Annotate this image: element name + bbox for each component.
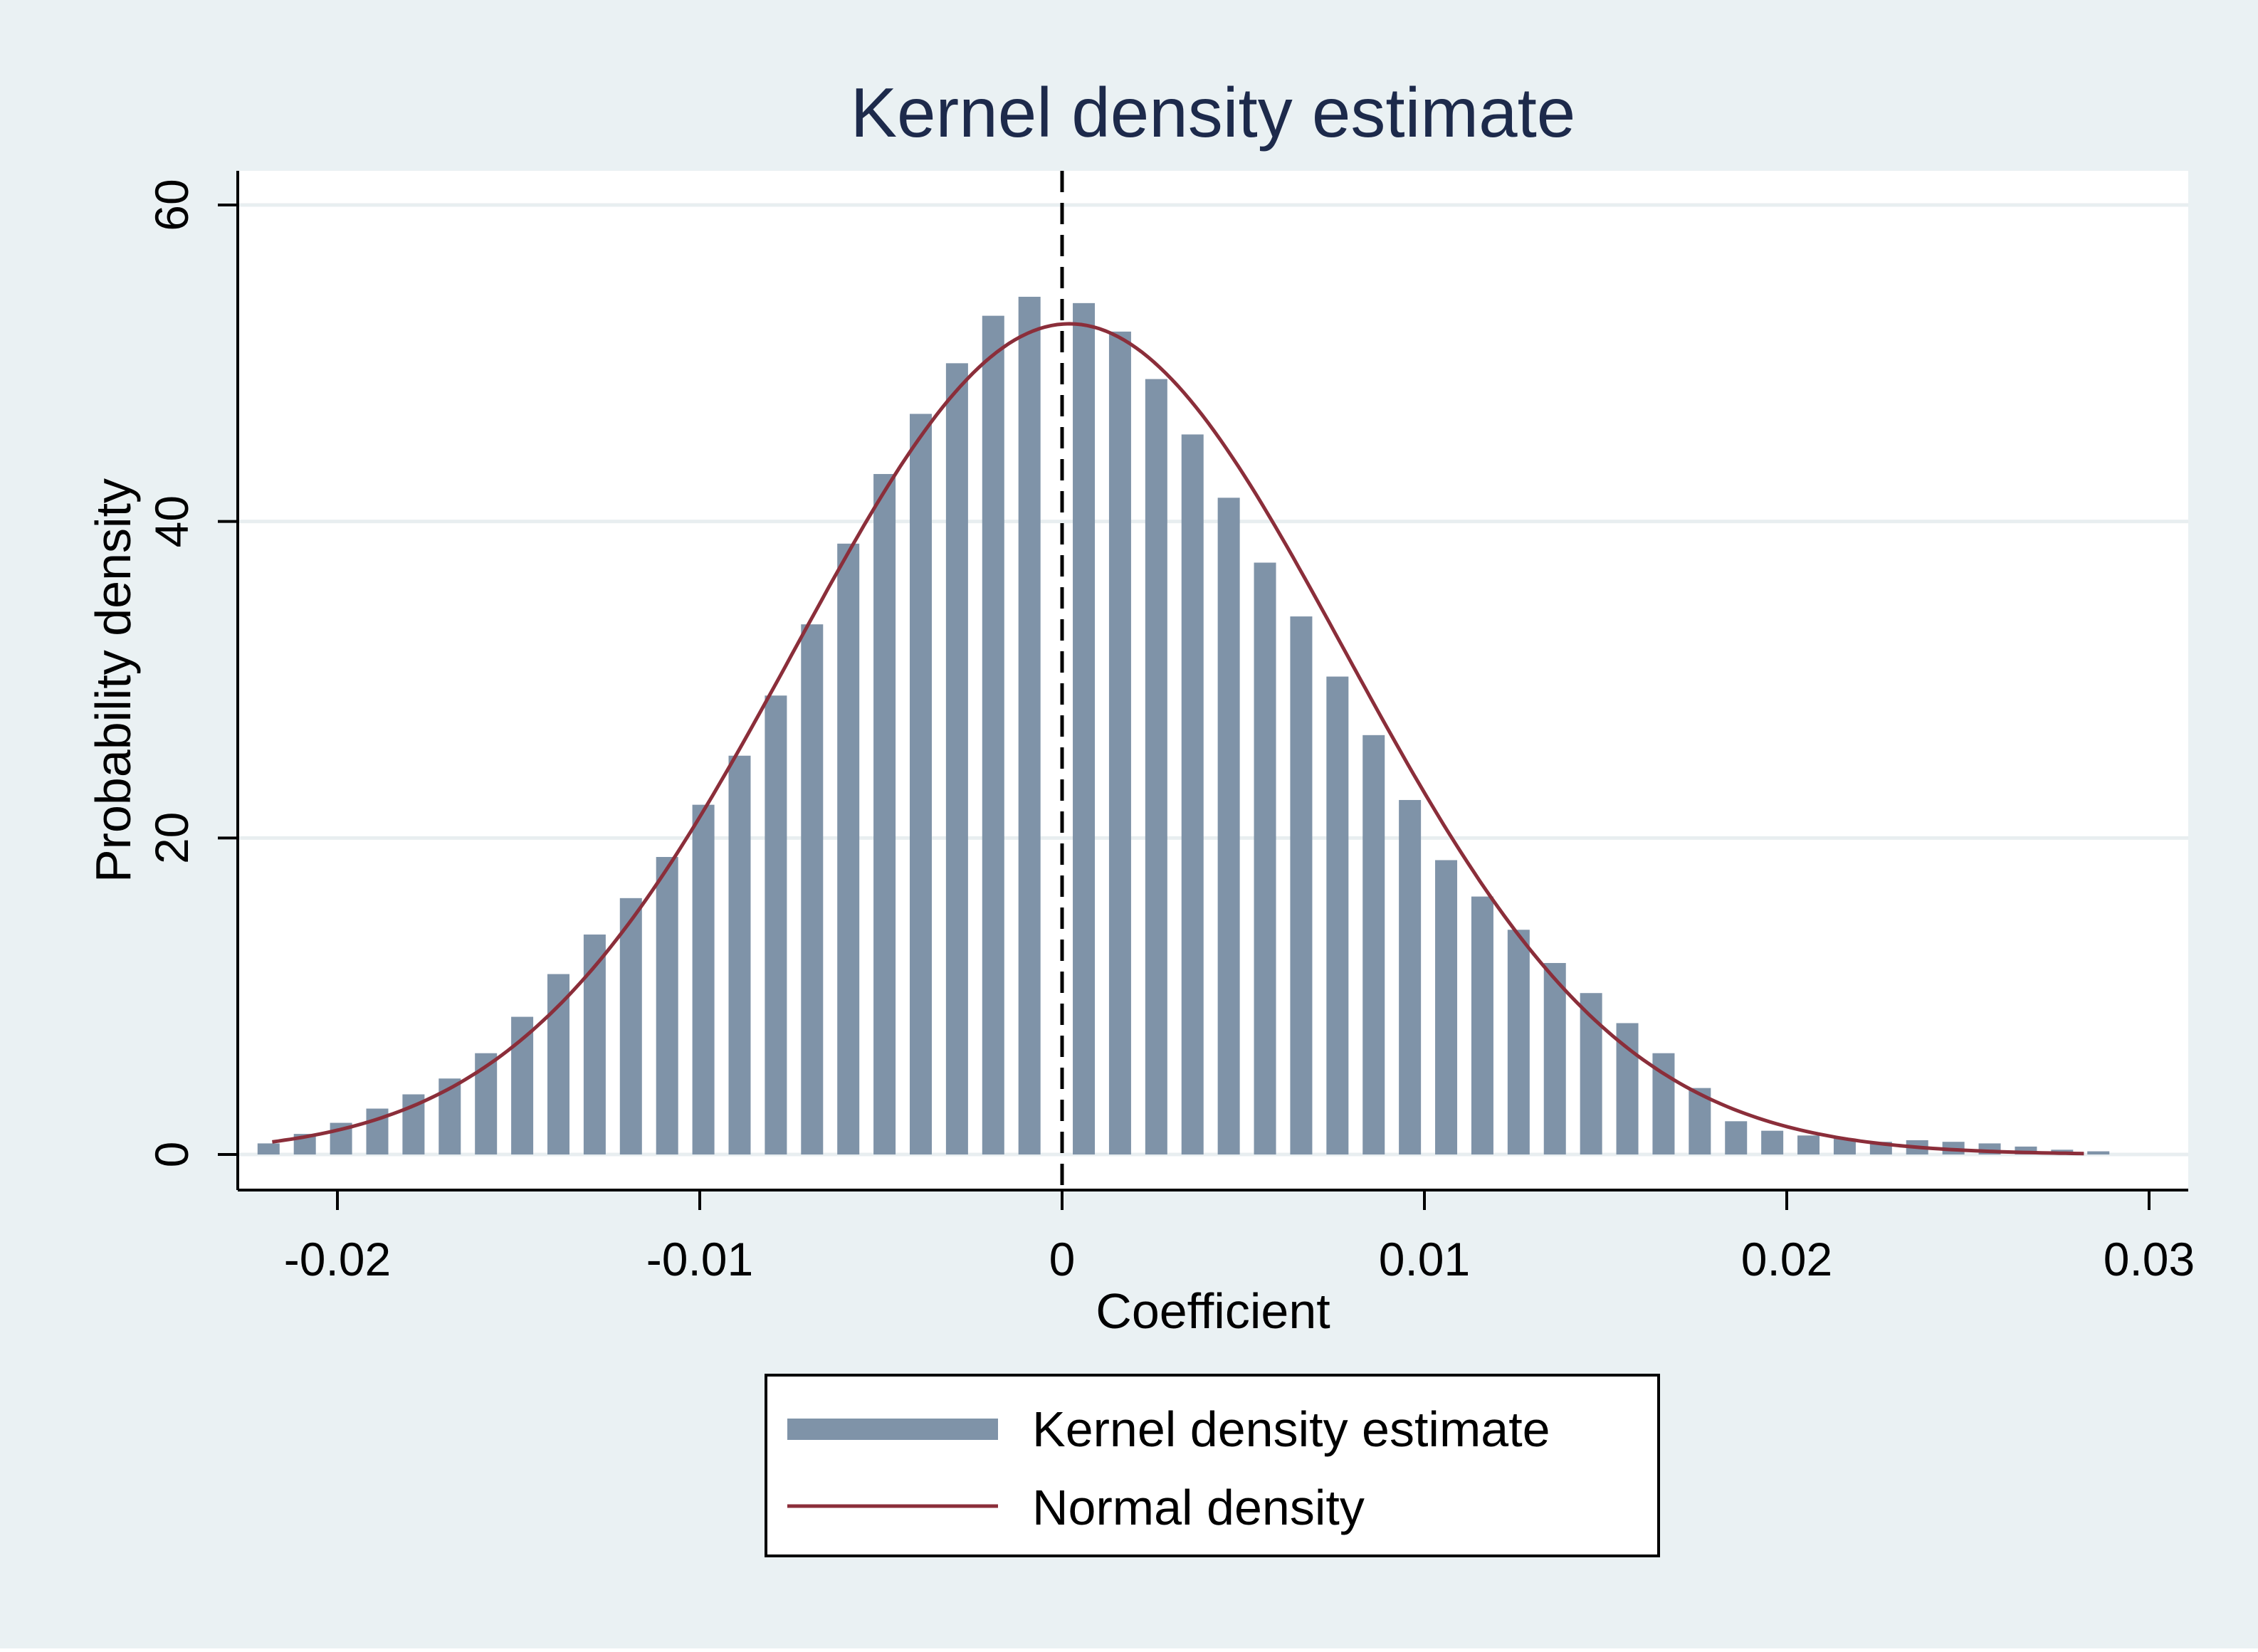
y-axis-label: Probability density (85, 478, 141, 883)
bar-25 (1182, 434, 1204, 1154)
bar-50 (2087, 1152, 2109, 1154)
bar-8 (547, 974, 569, 1154)
bar-41 (1761, 1131, 1783, 1154)
bar-33 (1471, 897, 1493, 1154)
bar-30 (1362, 735, 1385, 1154)
legend: Kernel density estimate Normal density (766, 1375, 1659, 1556)
x-tick-label-0: 0 (1049, 1233, 1076, 1285)
bar-11 (656, 857, 678, 1154)
bar-28 (1290, 616, 1312, 1154)
bar-17 (873, 474, 896, 1154)
bar-0 (258, 1143, 280, 1154)
x-tick-label-0.03: 0.03 (2104, 1233, 2195, 1285)
bar-26 (1218, 498, 1240, 1154)
kernel-density-chart: 0 20 40 60 -0.02 -0.01 0 0.01 0.02 0.03 Kernel de… (0, 0, 2258, 1648)
chart-root: 0 20 40 60 -0.02 -0.01 0 0.01 0.02 0.03 Kernel de… (0, 0, 2258, 1648)
bar-20 (982, 316, 1004, 1154)
bar-12 (693, 805, 715, 1154)
bar-42 (1797, 1135, 1819, 1154)
x-axis-label: Coefficient (1096, 1283, 1330, 1339)
bar-23 (1109, 332, 1131, 1154)
bar-22 (1073, 303, 1095, 1154)
bar-31 (1399, 800, 1421, 1154)
x-tick-label--0.01: -0.01 (646, 1233, 753, 1285)
legend-label-kernel: Kernel density estimate (1032, 1401, 1550, 1457)
x-tick-label--0.02: -0.02 (284, 1233, 391, 1285)
x-tick-label-0.02: 0.02 (1741, 1233, 1832, 1285)
legend-label-normal: Normal density (1032, 1480, 1365, 1535)
y-tick-label-60: 60 (145, 179, 198, 231)
legend-swatch-bar (787, 1419, 998, 1440)
bar-29 (1326, 677, 1348, 1154)
x-tick-label-0.01: 0.01 (1379, 1233, 1470, 1285)
bar-40 (1725, 1121, 1747, 1154)
chart-title: Kernel density estimate (851, 73, 1576, 152)
bar-32 (1435, 860, 1457, 1154)
y-tick-label-0: 0 (145, 1142, 198, 1168)
bar-15 (801, 624, 823, 1154)
bar-13 (728, 756, 750, 1154)
y-tick-label-40: 40 (145, 495, 198, 547)
bar-24 (1145, 379, 1167, 1154)
y-tick-label-20: 20 (145, 812, 198, 864)
bar-19 (946, 363, 968, 1154)
bar-18 (910, 414, 932, 1154)
bar-35 (1544, 963, 1566, 1154)
bar-10 (620, 898, 642, 1154)
bar-16 (837, 544, 859, 1154)
bar-14 (765, 695, 787, 1154)
bar-27 (1254, 562, 1276, 1154)
bar-34 (1508, 930, 1530, 1154)
bar-21 (1019, 297, 1041, 1154)
